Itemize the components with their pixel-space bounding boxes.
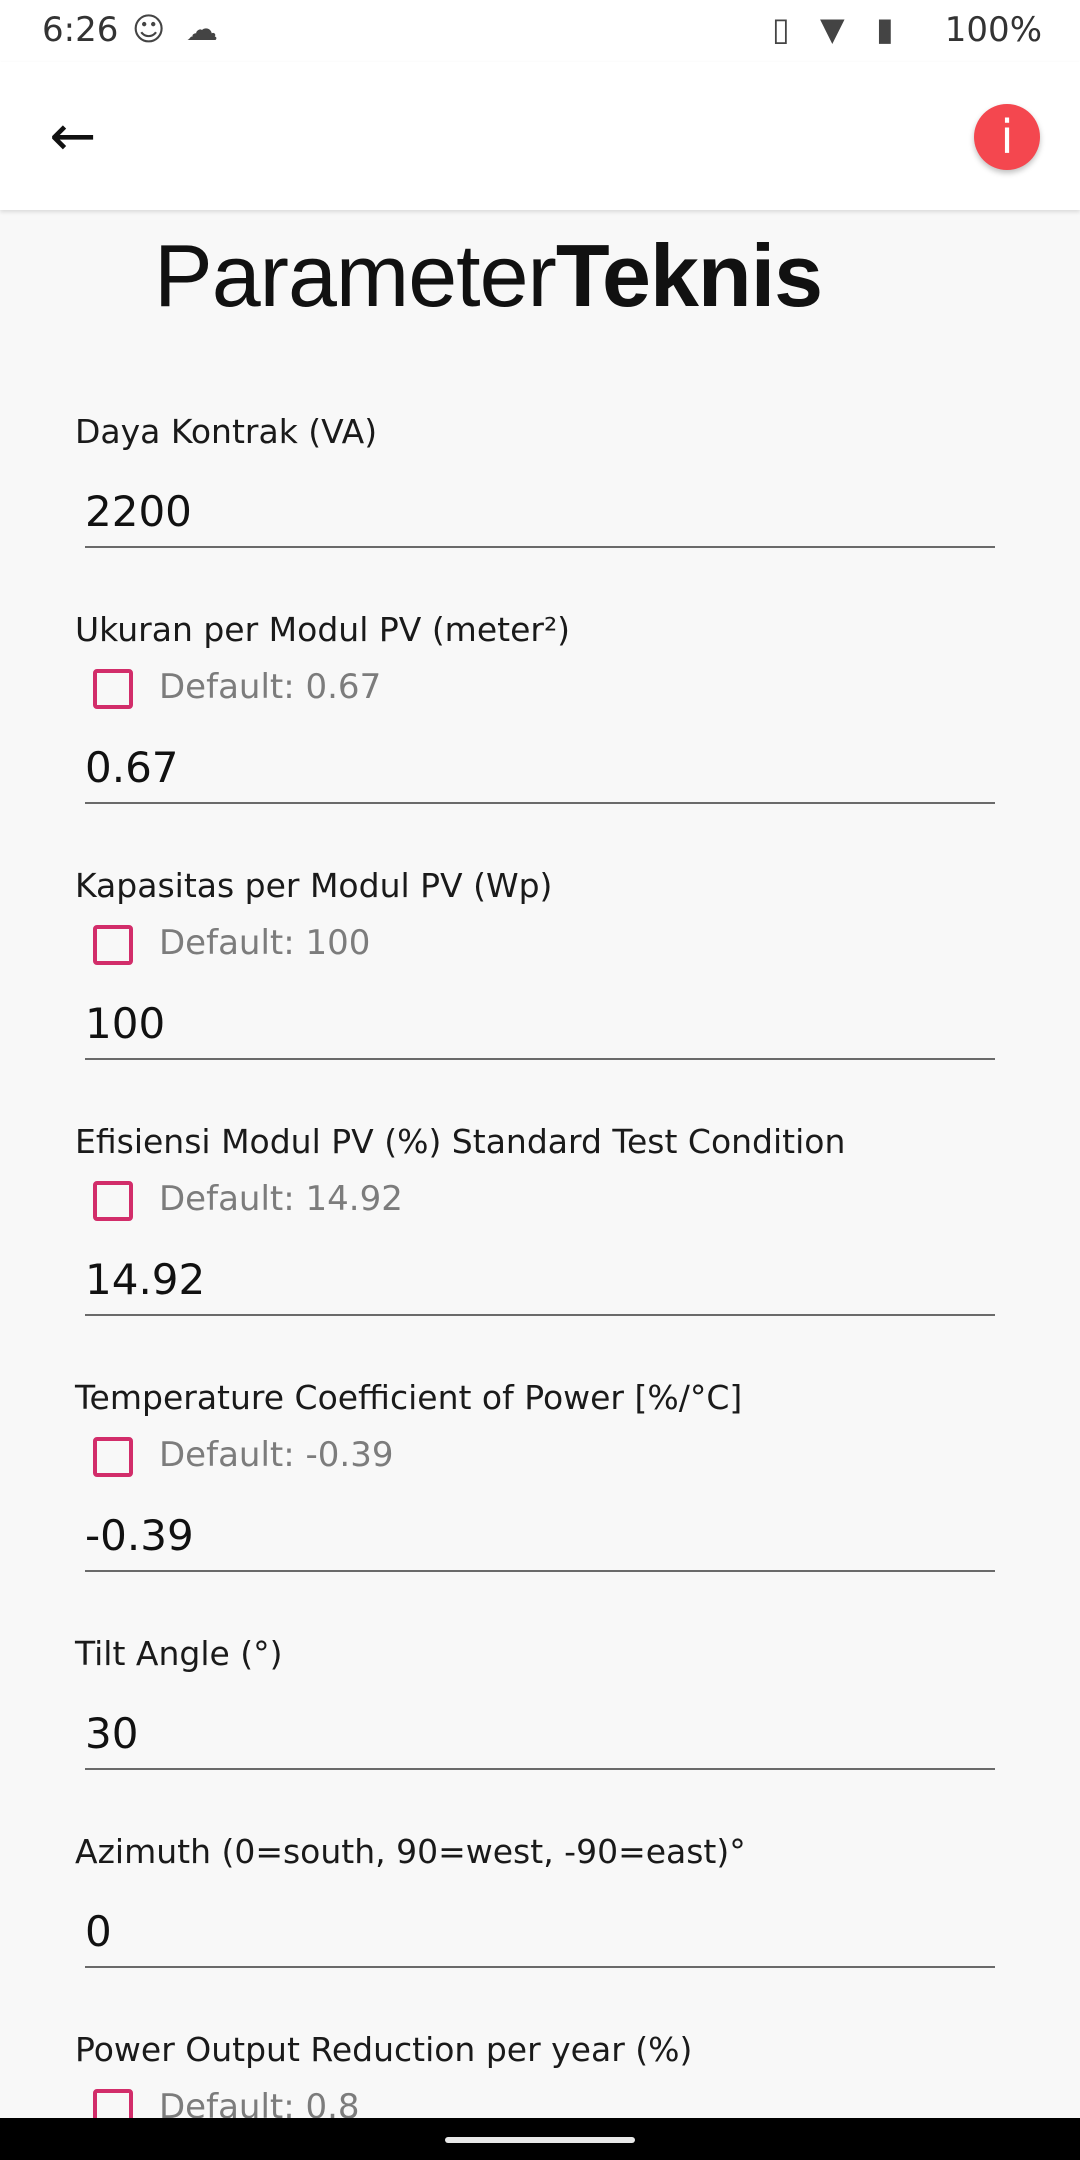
temperature-coefficient-input[interactable] xyxy=(85,1500,995,1572)
field-label: Kapasitas per Modul PV (Wp) xyxy=(75,866,553,905)
field-kapasitas-modul: Kapasitas per Modul PV (Wp) Default: 100 xyxy=(75,866,995,1060)
page-title-bold: Teknis xyxy=(555,226,823,325)
default-checkbox[interactable] xyxy=(93,1437,133,1477)
default-label: Default: 0.67 xyxy=(159,667,382,707)
battery-icon: ▮ xyxy=(876,10,894,48)
field-label: Efisiensi Modul PV (%) Standard Test Con… xyxy=(75,1122,846,1161)
tilt-angle-input[interactable] xyxy=(85,1698,995,1770)
kapasitas-modul-input[interactable] xyxy=(85,988,995,1060)
notification-icon: ☺ xyxy=(132,10,166,48)
default-label: Default: -0.39 xyxy=(159,1435,394,1475)
page-title: ParameterTeknis xyxy=(154,225,823,327)
field-tilt-angle: Tilt Angle (°) xyxy=(75,1634,995,1770)
field-label: Temperature Coefficient of Power [%/°C] xyxy=(75,1378,743,1417)
default-checkbox[interactable] xyxy=(93,1181,133,1221)
info-button[interactable]: i xyxy=(974,104,1040,170)
cloud-icon: ☁ xyxy=(186,10,218,48)
azimuth-input[interactable] xyxy=(85,1896,995,1968)
battery-percent: 100% xyxy=(944,10,1042,50)
field-ukuran-modul: Ukuran per Modul PV (meter²) Default: 0.… xyxy=(75,610,995,804)
daya-kontrak-input[interactable] xyxy=(85,476,995,548)
field-label: Power Output Reduction per year (%) xyxy=(75,2030,693,2069)
field-efisiensi-modul: Efisiensi Modul PV (%) Standard Test Con… xyxy=(75,1122,995,1316)
back-button[interactable]: ← xyxy=(38,102,108,172)
field-label: Azimuth (0=south, 90=west, -90=east)° xyxy=(75,1832,746,1871)
field-label: Daya Kontrak (VA) xyxy=(75,412,378,451)
default-label: Default: 100 xyxy=(159,923,371,963)
field-label: Ukuran per Modul PV (meter²) xyxy=(75,610,571,649)
field-temperature-coefficient: Temperature Coefficient of Power [%/°C] … xyxy=(75,1378,995,1572)
page-title-regular: Parameter xyxy=(154,226,557,325)
navigation-bar xyxy=(0,2118,1080,2160)
default-row: Default: 14.92 xyxy=(75,1175,995,1235)
wifi-icon: ▼ xyxy=(820,10,845,48)
status-bar: 6:26 ☺ ☁ ▯ ▼ ▮ 100% xyxy=(0,0,1080,62)
efisiensi-modul-input[interactable] xyxy=(85,1244,995,1316)
field-daya-kontrak: Daya Kontrak (VA) xyxy=(75,412,995,548)
default-checkbox[interactable] xyxy=(93,669,133,709)
default-checkbox[interactable] xyxy=(93,925,133,965)
arrow-left-icon: ← xyxy=(49,104,97,169)
app-bar: ← i xyxy=(0,62,1080,210)
default-row: Default: 100 xyxy=(75,919,995,979)
ukuran-modul-input[interactable] xyxy=(85,732,995,804)
default-row: Default: 0.67 xyxy=(75,663,995,723)
info-icon: i xyxy=(1000,110,1014,164)
field-label: Tilt Angle (°) xyxy=(75,1634,283,1673)
home-gesture-handle[interactable] xyxy=(445,2137,635,2143)
default-label: Default: 14.92 xyxy=(159,1179,403,1219)
field-azimuth: Azimuth (0=south, 90=west, -90=east)° xyxy=(75,1832,995,1968)
vibrate-icon: ▯ xyxy=(772,10,790,48)
default-row: Default: -0.39 xyxy=(75,1431,995,1491)
status-time: 6:26 xyxy=(42,10,119,50)
